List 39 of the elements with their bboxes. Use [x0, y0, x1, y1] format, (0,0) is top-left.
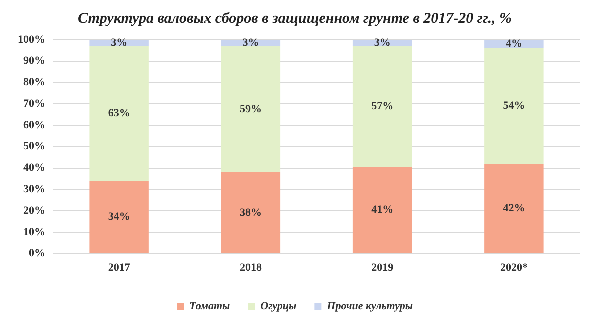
legend-label: Огурцы — [260, 300, 298, 312]
data-label: 4% — [506, 38, 522, 50]
y-tick-label: 100% — [18, 34, 46, 46]
y-tick-label: 60% — [24, 119, 46, 132]
y-tick-label: 10% — [24, 226, 46, 238]
data-label: 41% — [372, 204, 394, 216]
y-tick-label: 50% — [24, 140, 46, 153]
y-tick-label: 30% — [24, 184, 46, 196]
legend-label: Томаты — [190, 300, 231, 312]
x-tick-label: 2017 — [108, 262, 131, 274]
bar — [352, 46, 412, 167]
y-tick-label: 70% — [24, 98, 46, 110]
x-tick-label: 2018 — [240, 262, 262, 274]
x-tick-label: 2020* — [500, 262, 528, 274]
data-label: 3% — [111, 37, 128, 50]
y-tick-label: 90% — [24, 55, 46, 68]
bar — [221, 46, 281, 173]
data-label: 34% — [108, 211, 130, 224]
data-label: 38% — [240, 206, 262, 219]
legend-label: Прочие культуры — [326, 300, 414, 312]
data-label: 57% — [372, 100, 394, 112]
chart-title: Структура валовых сборов в защищенном грунте в 2017-20 гг., % — [78, 10, 512, 27]
bar — [484, 164, 544, 254]
y-tick-label: 40% — [24, 162, 46, 174]
data-label: 54% — [503, 100, 526, 112]
data-label: 63% — [108, 108, 130, 120]
data-label: 3% — [374, 36, 391, 49]
data-label: 3% — [242, 37, 260, 50]
bar — [221, 172, 281, 254]
data-label: 42% — [503, 202, 526, 214]
x-tick-label: 2019 — [372, 262, 394, 274]
bar — [90, 46, 149, 182]
bar — [484, 48, 544, 164]
bar — [352, 166, 412, 254]
bar — [90, 181, 149, 254]
data-label: 59% — [240, 103, 262, 116]
y-tick-label: 20% — [24, 204, 46, 217]
y-tick-label: 0% — [29, 248, 46, 260]
y-tick-label: 80% — [24, 76, 46, 89]
